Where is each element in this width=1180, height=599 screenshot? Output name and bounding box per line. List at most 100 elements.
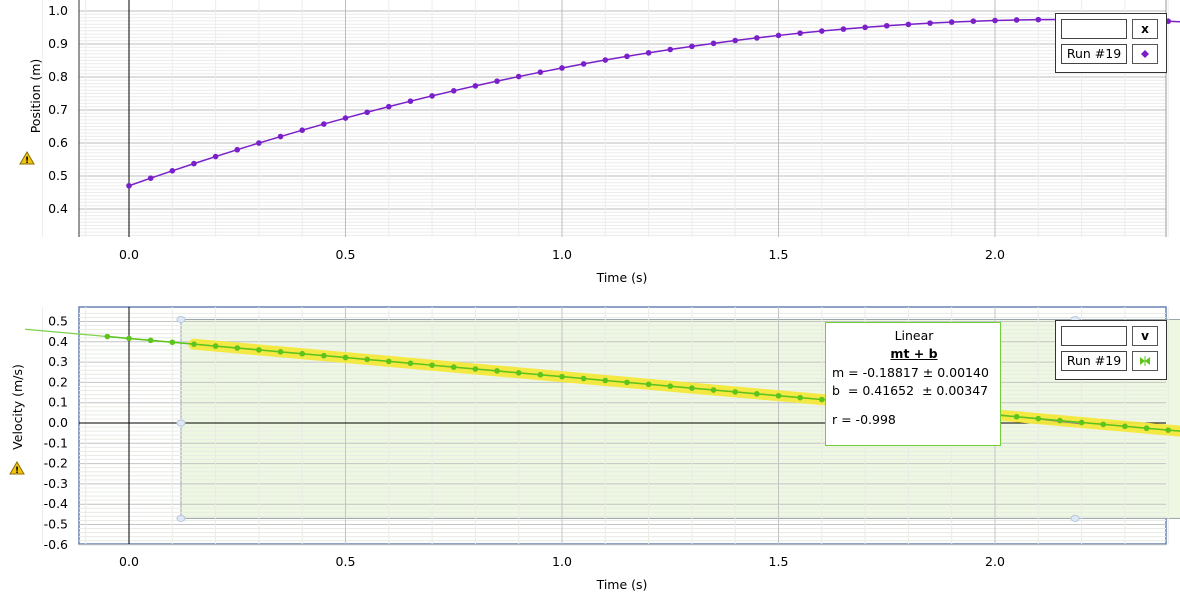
selection-handle[interactable] <box>176 315 186 323</box>
y-tick-label: 0.4 <box>48 334 68 349</box>
position-data-point <box>126 182 132 189</box>
velocity-data-point <box>645 381 652 388</box>
position-data-point <box>732 37 738 44</box>
y-tick-label: 0.5 <box>48 314 68 329</box>
position-data-point <box>905 21 912 28</box>
velocity-tick-labels: 0.5 0.4 0.3 0.2 0.1 0.0 -0.1 -0.2 -0.3 -0.4 -0.5 -0… <box>44 314 1005 570</box>
y-tick-label: 0.1 <box>48 395 68 410</box>
linear-fit-marker-icon <box>1132 351 1158 371</box>
velocity-data-point <box>580 375 587 382</box>
velocity-warning-icon[interactable]: ! <box>9 461 25 476</box>
velocity-data-point <box>537 371 544 378</box>
position-chart: 0.40.50.60.70.80.91.00.00.51.01.52.02.53… <box>19 0 1180 285</box>
velocity-data-point <box>450 364 457 370</box>
velocity-data-point <box>407 360 414 367</box>
position-data-point <box>234 146 241 153</box>
y-tick-label: -0.2 <box>44 456 68 471</box>
velocity-data-point <box>126 335 132 342</box>
velocity-data-point <box>797 394 803 401</box>
velocity-data-point <box>515 370 522 376</box>
velocity-data-point <box>819 396 825 403</box>
position-data-point <box>277 133 284 140</box>
velocity-data-point <box>429 362 435 368</box>
position-data-point <box>667 46 674 53</box>
velocity-data-point <box>342 354 349 361</box>
velocity-data-point <box>710 387 717 393</box>
position-data-point <box>689 43 695 50</box>
position-data-point <box>624 53 630 60</box>
position-data-point <box>321 121 327 127</box>
y-tick-label: -0.6 <box>44 537 68 552</box>
velocity-data-point <box>147 337 154 344</box>
velocity-data-point <box>256 347 262 353</box>
y-tick-label: 0.2 <box>48 374 68 389</box>
x-tick-label: 1.0 <box>552 554 572 569</box>
position-data-point <box>256 140 262 146</box>
velocity-data-point <box>299 350 306 357</box>
velocity-data-point <box>191 341 197 347</box>
fit-slope: m = -0.18817 ± 0.00140 <box>832 365 989 380</box>
selection-handle[interactable] <box>176 419 186 427</box>
position-legend: x Run #19 <box>1055 13 1167 73</box>
position-data-point <box>970 18 977 25</box>
position-data-point <box>147 175 154 182</box>
velocity-data-point <box>234 345 241 351</box>
velocity-y-axis-label: Velocity (m/s) <box>10 364 25 450</box>
position-data-point <box>494 78 500 84</box>
position-data-point <box>775 32 782 39</box>
position-data-point <box>191 160 197 167</box>
position-data-point <box>710 40 717 47</box>
linear-fit-box[interactable]: Linear mt + b m = -0.18817 ± 0.00140 b =… <box>825 322 1001 446</box>
position-data-point <box>862 24 868 31</box>
fit-equation: mt + b <box>890 346 938 361</box>
x-tick-label: 1.5 <box>769 554 789 569</box>
velocity-legend-field[interactable] <box>1061 326 1127 346</box>
position-data-point <box>169 168 176 174</box>
position-data-point <box>602 57 609 63</box>
velocity-data-point <box>321 352 327 359</box>
position-data-point <box>407 98 414 104</box>
velocity-legend-run[interactable]: Run #19 <box>1061 351 1127 371</box>
fit-intercept: b = 0.41652 ± 0.00347 <box>832 383 989 398</box>
velocity-data-point <box>775 392 782 399</box>
diamond-marker-icon <box>1132 44 1158 64</box>
position-data-point <box>386 103 392 110</box>
velocity-data-point <box>1100 421 1107 428</box>
x-tick-label: 1.5 <box>769 247 789 262</box>
position-column-button[interactable]: x <box>1132 19 1158 39</box>
position-tick-labels: 0.40.50.60.70.80.91.00.00.51.01.52.02.53… <box>48 3 1005 262</box>
velocity-data-point <box>212 343 219 349</box>
velocity-data-point <box>1078 419 1085 426</box>
velocity-x-axis-label: Time (s) <box>596 577 648 592</box>
y-tick-label: -0.1 <box>44 435 68 450</box>
position-data-point <box>883 22 890 29</box>
velocity-data-point <box>1122 423 1128 430</box>
position-data-point <box>580 61 587 67</box>
position-legend-run[interactable]: Run #19 <box>1061 44 1127 64</box>
velocity-data-point <box>277 349 284 355</box>
position-data-point <box>342 115 349 121</box>
position-data-point <box>927 20 933 26</box>
y-tick-label: -0.4 <box>44 496 68 511</box>
position-legend-field[interactable] <box>1061 19 1127 39</box>
position-warning-icon[interactable]: ! <box>19 151 35 166</box>
position-data-point <box>515 73 522 80</box>
selection-handle[interactable] <box>176 514 186 522</box>
position-data-point <box>450 88 457 94</box>
position-axes <box>78 0 1167 237</box>
position-data-point <box>819 28 825 34</box>
x-tick-label: 2.0 <box>985 554 1005 569</box>
velocity-data-point <box>732 389 738 395</box>
y-tick-label: -0.3 <box>44 476 68 491</box>
selection-handle[interactable] <box>1070 514 1080 522</box>
position-y-axis-label: Position (m) <box>28 59 43 134</box>
y-tick-label: 0.7 <box>48 102 68 117</box>
y-tick-label: 0.6 <box>48 135 68 150</box>
x-tick-label: 0.0 <box>119 247 139 262</box>
velocity-column-button[interactable]: v <box>1132 326 1158 346</box>
y-tick-label: -0.5 <box>44 517 68 532</box>
x-tick-label: 0.0 <box>119 554 139 569</box>
velocity-data-point <box>1035 415 1042 422</box>
position-data-point <box>212 153 219 160</box>
position-data-point <box>429 93 435 99</box>
